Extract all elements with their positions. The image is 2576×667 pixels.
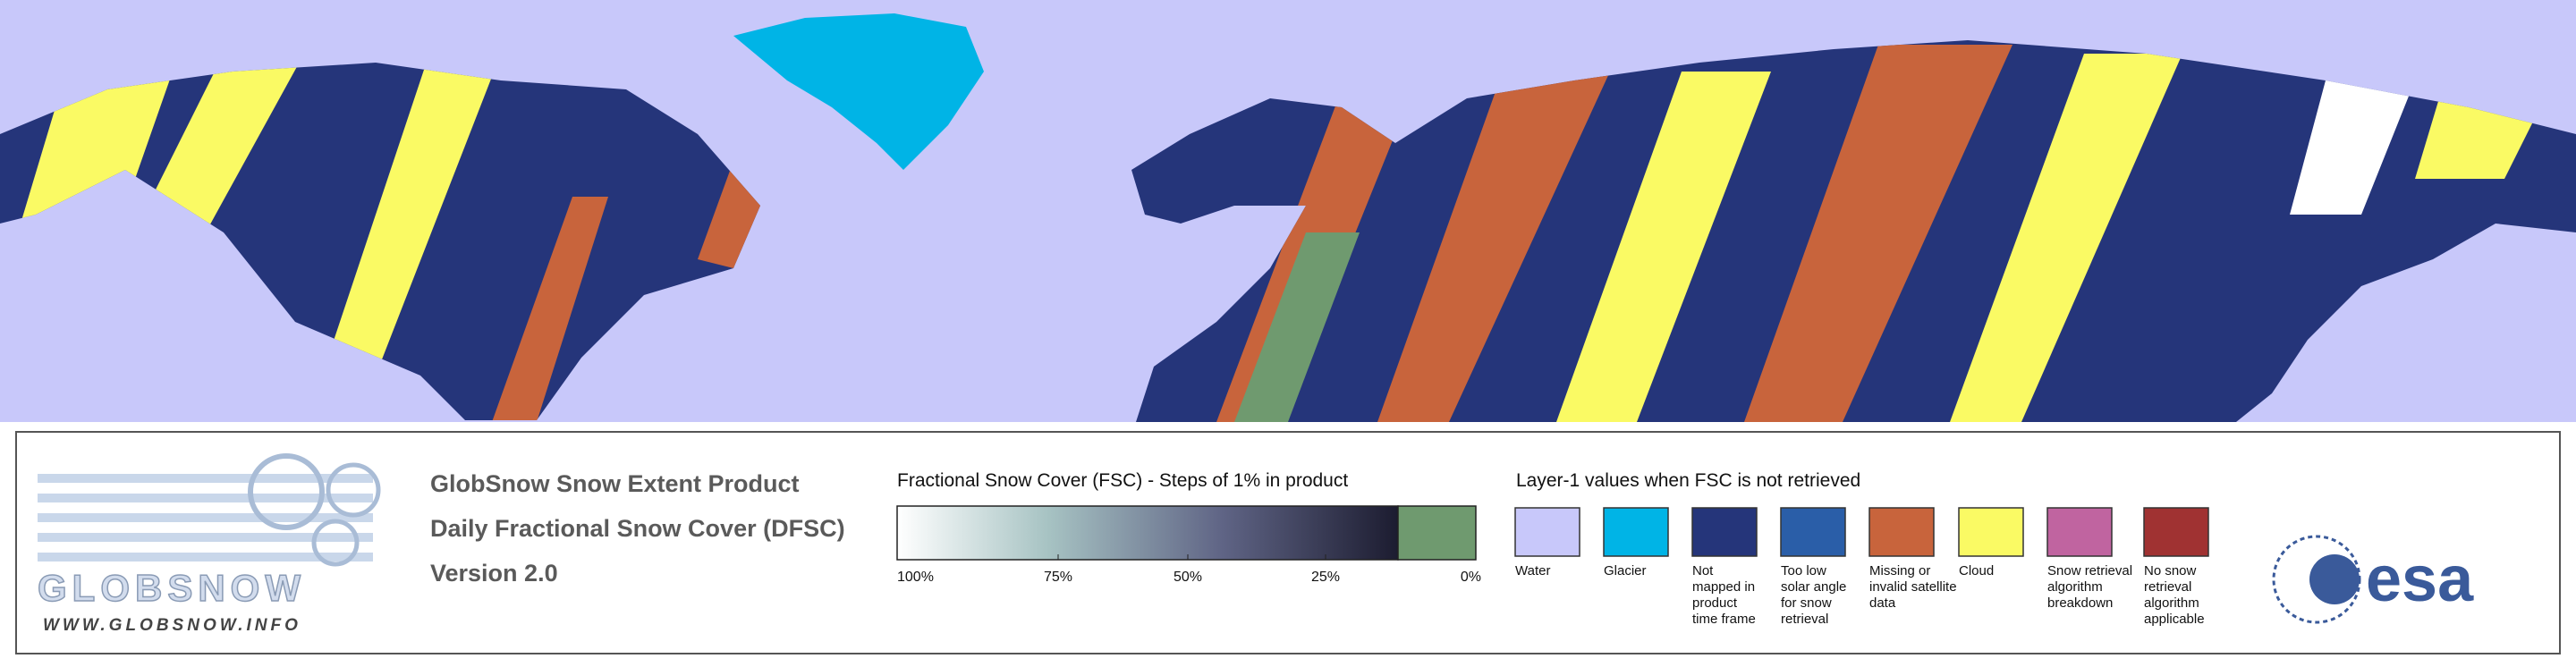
legend-label: data (1869, 595, 1896, 611)
fsc-no-snow (1397, 505, 1477, 561)
header-line: GlobSnow Snow Extent Product (430, 470, 800, 497)
header: GlobSnow Snow Extent Product Daily Fracti… (430, 470, 845, 587)
legend-swatch (2143, 507, 2209, 557)
logo-name: GLOBSNOW (38, 567, 306, 609)
legend-label: Cloud (1959, 563, 1994, 578)
legend-swatch (1958, 507, 2024, 557)
legend-swatch (1603, 507, 1669, 557)
esa-text: esa (2366, 544, 2474, 615)
legend-swatch (1691, 507, 1758, 557)
fsc-tick-label: 25% (1311, 570, 1340, 585)
legend-label: product (1692, 595, 1738, 611)
legend-label: Water (1515, 563, 1550, 578)
legend-label: Too low (1781, 563, 1826, 578)
legend-label: No snow (2144, 563, 2197, 578)
fsc-ticks: 100% 75% 50% 25% 0% (897, 554, 1481, 585)
legend-label: algorithm (2047, 579, 2103, 595)
legend-label: Glacier (1604, 563, 1647, 578)
legend-label: algorithm (2144, 595, 2199, 611)
legend-label: Missing or (1869, 563, 1930, 578)
legend-label: applicable (2144, 612, 2205, 627)
logo-url: WWW.GLOBSNOW.INFO (43, 616, 301, 635)
esa-logo: esa (2272, 535, 2474, 624)
legend-swatch (1868, 507, 1935, 557)
legend-label: Not (1692, 563, 1714, 578)
legend-label: mapped in (1692, 579, 1755, 595)
legend-swatch (1514, 507, 1580, 557)
legend-label: time frame (1692, 612, 1756, 627)
legend-label: invalid satellite (1869, 579, 1957, 595)
fsc-tick-label: 0% (1461, 570, 1481, 585)
header-line: Version 2.0 (430, 560, 558, 587)
legend-swatch (1780, 507, 1846, 557)
greenland (733, 13, 984, 170)
layer1-title: Layer-1 values when FSC is not retrieved (1516, 470, 1860, 491)
legend-label: retrieval (1781, 612, 1828, 627)
fsc-title: Fractional Snow Cover (FSC) - Steps of 1… (897, 470, 1348, 491)
legend-label: for snow (1781, 595, 1832, 611)
fsc-tick-label: 50% (1174, 570, 1202, 585)
header-line: Daily Fractional Snow Cover (DFSC) (430, 515, 845, 542)
map (0, 0, 2576, 422)
legend-label: solar angle (1781, 579, 1846, 595)
legend-label: Snow retrieval (2047, 563, 2132, 578)
legend-swatch (2046, 507, 2113, 557)
legend-label: breakdown (2047, 595, 2113, 611)
fsc-tick-label: 100% (897, 570, 934, 585)
fsc-gradient (896, 505, 1399, 561)
globsnow-logo: GLOBSNOW WWW.GLOBSNOW.INFO (37, 453, 381, 635)
legend-label: retrieval (2144, 579, 2191, 595)
fsc-tick-label: 75% (1044, 570, 1072, 585)
